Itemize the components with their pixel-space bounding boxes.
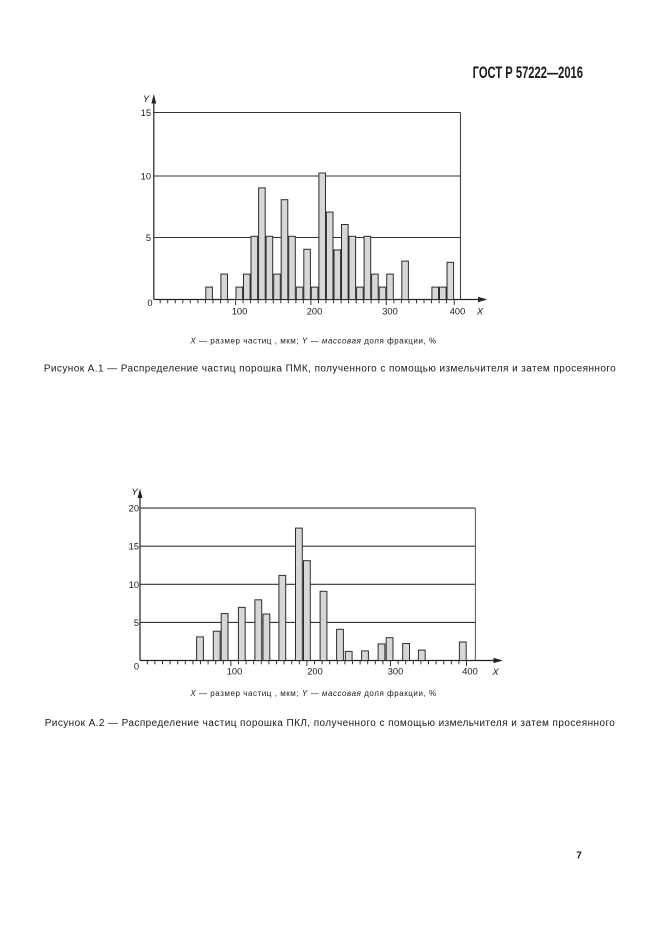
svg-text:5: 5: [146, 233, 151, 243]
svg-text:X: X: [476, 307, 484, 318]
svg-text:0: 0: [134, 662, 139, 672]
svg-text:ГОСТ Р 57222—2016: ГОСТ Р 57222—2016: [473, 64, 583, 83]
svg-text:100: 100: [232, 307, 248, 317]
svg-text:200: 200: [307, 307, 323, 317]
svg-text:Рисунок А.1 — Распределение ча: Рисунок А.1 — Распределение частиц порош…: [44, 364, 616, 375]
svg-text:Y: Y: [131, 487, 138, 498]
svg-text:X — размер частиц , мкм; Y — м: X — размер частиц , мкм; Y — массовая до…: [189, 337, 436, 346]
svg-text:7: 7: [576, 851, 582, 862]
svg-text:20: 20: [129, 504, 139, 514]
svg-text:X — размер частиц , мкм; Y — м: X — размер частиц , мкм; Y — массовая до…: [189, 689, 436, 698]
svg-text:5: 5: [134, 618, 139, 628]
svg-text:300: 300: [388, 667, 404, 677]
svg-text:0: 0: [147, 298, 152, 308]
svg-text:100: 100: [227, 667, 243, 677]
svg-text:Рисунок А.2 — Распределение ча: Рисунок А.2 — Распределение частиц порош…: [45, 718, 616, 729]
svg-text:400: 400: [462, 667, 478, 677]
svg-text:Y: Y: [143, 94, 150, 105]
svg-text:10: 10: [129, 580, 139, 590]
svg-text:X: X: [491, 667, 499, 678]
svg-text:15: 15: [129, 542, 139, 552]
svg-text:200: 200: [307, 667, 323, 677]
svg-text:400: 400: [450, 307, 466, 317]
svg-text:15: 15: [141, 108, 151, 118]
svg-text:10: 10: [141, 172, 151, 182]
svg-text:300: 300: [382, 307, 398, 317]
